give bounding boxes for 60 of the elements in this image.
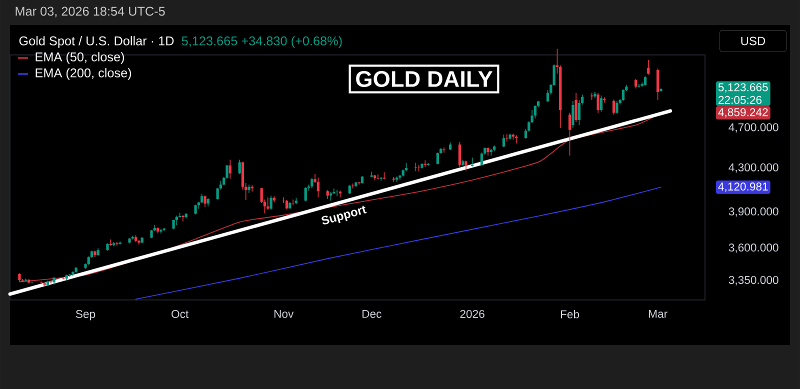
candlestick bbox=[464, 160, 468, 172]
candlestick bbox=[285, 200, 288, 210]
candlestick bbox=[572, 100, 574, 128]
candlestick bbox=[424, 160, 426, 168]
candlestick bbox=[238, 159, 241, 174]
text: 22:05:26 bbox=[718, 96, 762, 104]
candlestick bbox=[175, 215, 178, 226]
candlestick bbox=[336, 190, 338, 197]
text: 4,859.242 bbox=[718, 108, 768, 118]
text: Mar 03, 2026 18:54 UTC-5 bbox=[16, 6, 165, 18]
candlestick bbox=[622, 88, 625, 102]
y-tick-label: 3,900.000 bbox=[728, 207, 778, 217]
x-tick-label: Oct bbox=[172, 310, 189, 318]
x-tick-label: Feb bbox=[560, 310, 580, 318]
candlestick bbox=[376, 174, 380, 180]
candlestick bbox=[600, 95, 603, 112]
candlestick bbox=[612, 99, 616, 116]
candlestick bbox=[534, 105, 537, 119]
candlestick bbox=[436, 152, 440, 165]
candlestick bbox=[644, 76, 647, 86]
line-series bbox=[135, 186, 662, 300]
annotation: GOLD DAILY bbox=[356, 70, 493, 88]
text: 5,123.665 bbox=[718, 83, 768, 93]
text: Support bbox=[322, 206, 367, 224]
candlestick bbox=[194, 204, 197, 215]
candlestick bbox=[568, 112, 572, 156]
candlestick bbox=[172, 219, 175, 230]
candlestick bbox=[574, 92, 578, 123]
y-tick-label: 4,300.000 bbox=[728, 163, 778, 173]
x-tick-label: Nov bbox=[274, 310, 294, 318]
candlestick bbox=[506, 134, 508, 142]
chart-subtitle: 5,123.665 +34.830 (+0.68%) bbox=[182, 36, 342, 48]
text: 4,120.981 bbox=[718, 182, 768, 192]
candlestick bbox=[596, 92, 600, 114]
candlestick bbox=[160, 228, 162, 234]
candlestick bbox=[270, 195, 272, 210]
y-tick-label: 3,350.000 bbox=[728, 276, 778, 286]
candlestick bbox=[502, 134, 506, 148]
candlestick bbox=[634, 78, 638, 89]
candlestick bbox=[204, 195, 206, 208]
x-tick-label: Sep bbox=[76, 310, 96, 320]
text: USD bbox=[741, 36, 766, 46]
candlestick bbox=[458, 142, 462, 168]
candlestick bbox=[182, 214, 184, 222]
candlestick bbox=[656, 68, 660, 100]
x-tick-label: Mar bbox=[648, 310, 668, 318]
y-tick-label: 4,700.000 bbox=[728, 123, 778, 133]
chart-title: Gold Spot / U.S. Dollar · 1D bbox=[19, 36, 174, 48]
x-tick-label: Dec bbox=[362, 310, 382, 318]
candlestick bbox=[616, 100, 618, 114]
candlestick bbox=[310, 178, 314, 189]
legend-label: EMA (50, close) bbox=[36, 52, 124, 64]
candlestick bbox=[316, 177, 320, 198]
x-tick-label: 2026 bbox=[460, 310, 484, 318]
candlestick bbox=[442, 147, 446, 153]
candlestick bbox=[228, 159, 232, 180]
y-tick-label: 3,600.000 bbox=[728, 244, 778, 253]
legend-label: EMA (200, close) bbox=[36, 68, 132, 80]
candlestick bbox=[304, 186, 307, 202]
candlestick bbox=[603, 96, 606, 104]
